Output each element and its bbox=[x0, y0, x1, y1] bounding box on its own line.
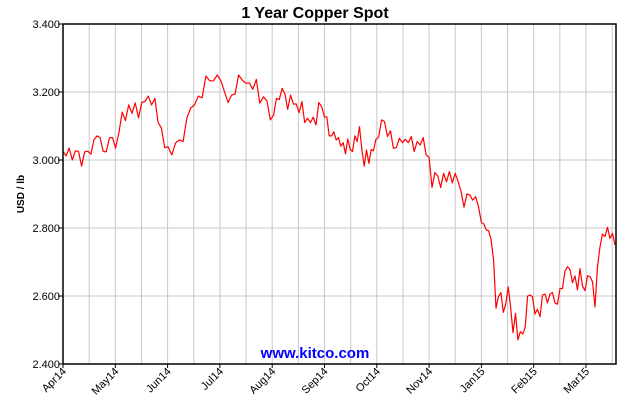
y-tick-label: 2.800 bbox=[32, 223, 60, 235]
x-tick-label: Sep14 bbox=[300, 366, 331, 397]
x-tick-label: Mar15 bbox=[562, 366, 593, 397]
series-group bbox=[62, 74, 616, 341]
x-tick-label: Feb15 bbox=[509, 366, 540, 397]
chart-title: 1 Year Copper Spot bbox=[241, 5, 389, 22]
x-tick-label: Oct14 bbox=[354, 366, 383, 395]
x-tick-label: May14 bbox=[90, 366, 122, 398]
y-tick-label: 2.400 bbox=[32, 359, 60, 371]
y-axis-ticks: 2.400 2.600 2.800 3.000 3.200 3.400 bbox=[32, 19, 63, 371]
x-tick-label: Jul14 bbox=[199, 366, 226, 393]
y-tick-label: 2.600 bbox=[32, 291, 60, 303]
y-axis-label: USD / lb bbox=[16, 175, 27, 213]
kitco-watermark: www.kitco.com bbox=[260, 345, 370, 362]
y-tick-label: 3.400 bbox=[32, 19, 60, 31]
x-tick-label: Nov14 bbox=[404, 366, 435, 397]
x-tick-label: Aug14 bbox=[247, 366, 278, 397]
copper-price-line bbox=[62, 74, 616, 341]
x-tick-label: Jun14 bbox=[144, 366, 174, 396]
x-axis-ticks: Apr14 May14 Jun14 Jul14 Aug14 Sep14 Oct14 Nov14… bbox=[40, 364, 592, 397]
y-tick-label: 3.000 bbox=[32, 155, 60, 167]
plot-frame bbox=[62, 23, 617, 365]
x-tick-label: Jan15 bbox=[458, 366, 488, 396]
gridlines bbox=[63, 23, 616, 365]
y-tick-label: 3.200 bbox=[32, 87, 60, 99]
